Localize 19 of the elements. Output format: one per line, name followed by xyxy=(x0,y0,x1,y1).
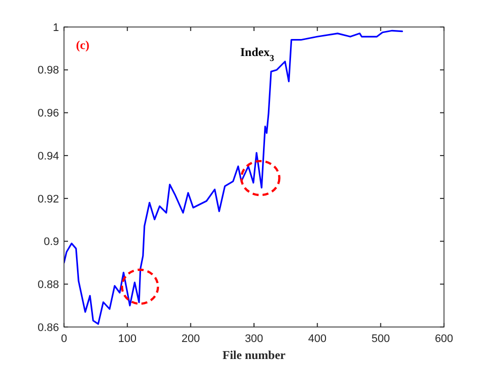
x-tick-label: 100 xyxy=(118,333,137,345)
y-tick-label: 0.9 xyxy=(44,236,59,248)
annotation: Index$_{3}$ xyxy=(240,45,275,64)
y-tick-label: 0.94 xyxy=(38,150,59,162)
y-tick-label: 0.96 xyxy=(38,108,59,120)
x-axis-title: File number xyxy=(222,348,286,362)
x-tick-label: 400 xyxy=(308,333,327,345)
line-series xyxy=(64,30,403,325)
x-tick-label: 200 xyxy=(181,333,200,345)
x-tick-label: 0 xyxy=(60,333,68,345)
x-tick-label: 500 xyxy=(371,333,390,345)
y-tick-label: 1 xyxy=(52,22,59,34)
y-tick-label: 0.98 xyxy=(38,64,59,77)
x-tick-label: 600 xyxy=(434,333,454,345)
y-tick-label: 0.92 xyxy=(38,193,59,206)
y-tick-label: 0.88 xyxy=(38,278,59,291)
y-tick-label: 0.86 xyxy=(38,322,59,334)
annotation: (c) xyxy=(76,38,90,52)
x-tick-label: 300 xyxy=(244,333,264,345)
